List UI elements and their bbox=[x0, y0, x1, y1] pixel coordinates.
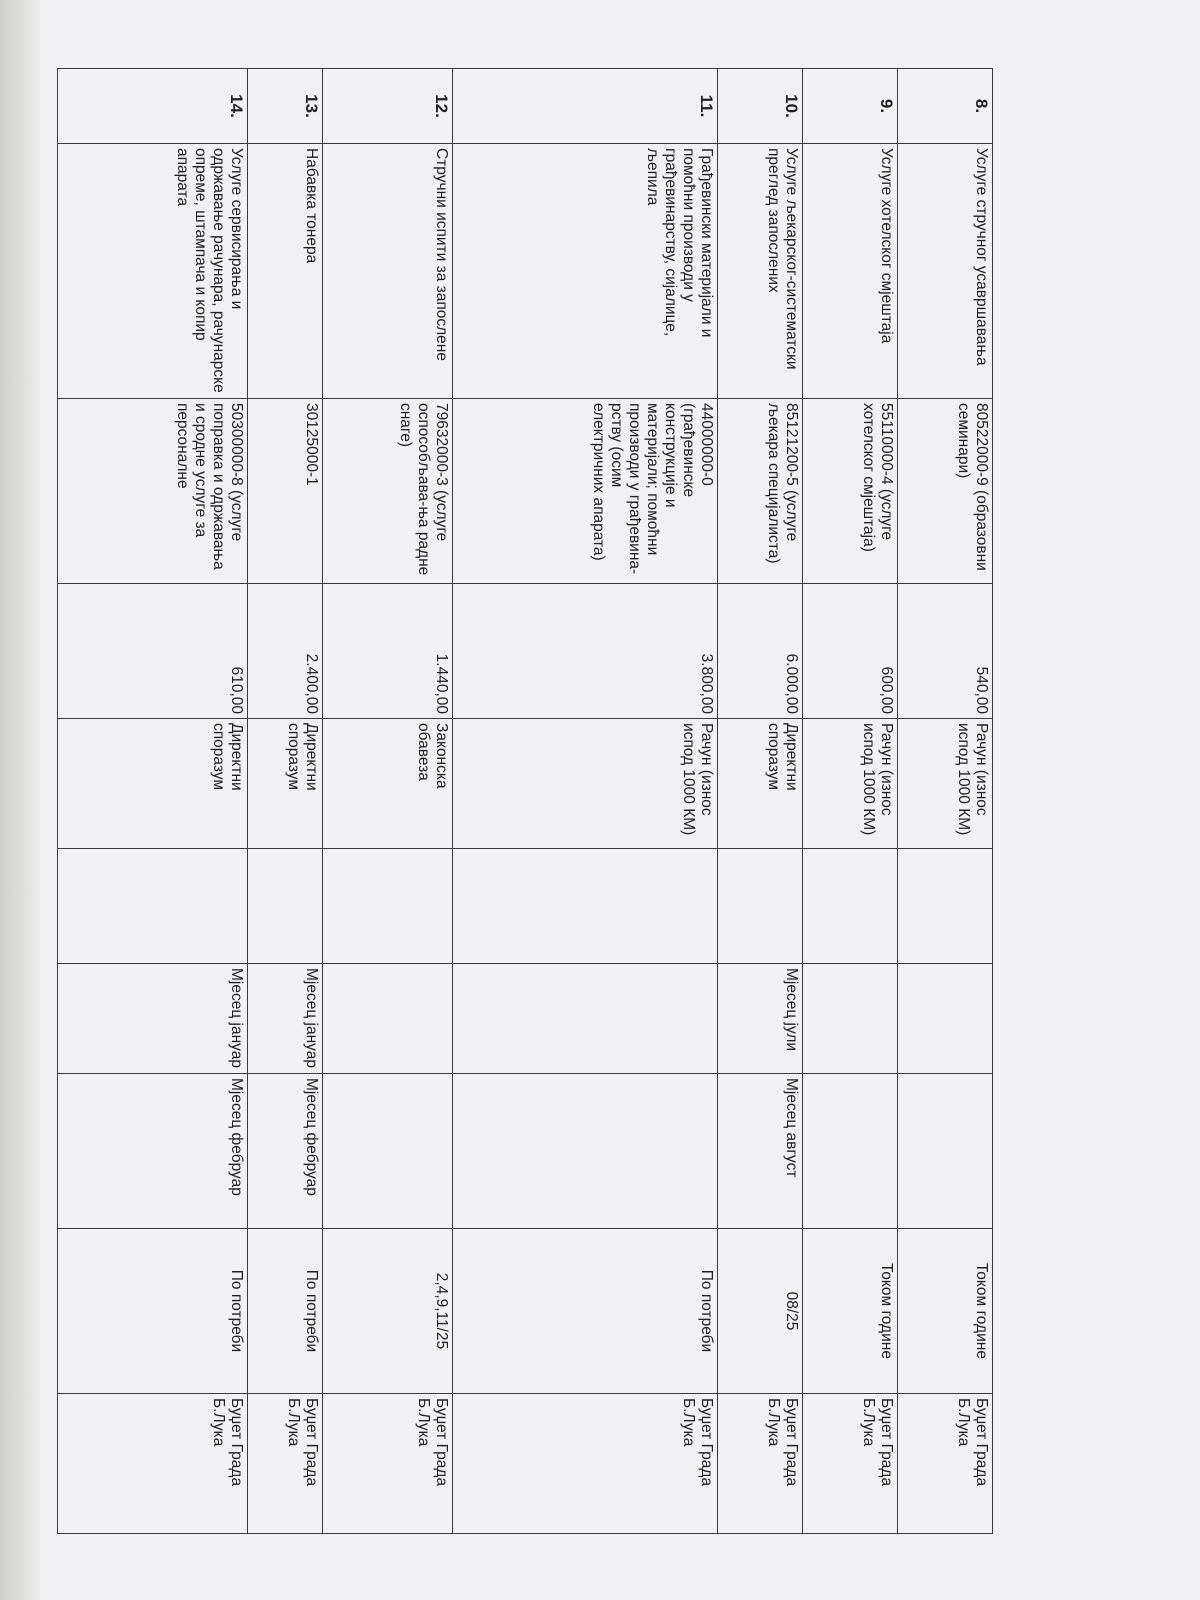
subject-cell: Услуге стручног усавршавања bbox=[897, 143, 993, 399]
start-month-cell bbox=[452, 963, 718, 1074]
cpv-code-cell: 85121200-5 (услуге љекара специјалиста) bbox=[717, 398, 803, 584]
start-month-cell: Мјесец јануар bbox=[247, 963, 323, 1074]
procedure-cell: Директни споразум bbox=[717, 718, 803, 849]
subject-cell: Грађевински материјали и помоћни произво… bbox=[452, 143, 718, 399]
rotated-document: 8. Услуге стручног усавршавања 80522000-9 … bbox=[57, 68, 993, 1534]
end-month-cell bbox=[897, 1073, 993, 1229]
timing-cell: Током године bbox=[802, 1228, 898, 1394]
table-row: 9. Услуге хотелског смјештаја 55110000-4 (… bbox=[802, 68, 898, 1534]
table-row: 14. Услуге сервисирања и одржавање рачуна… bbox=[57, 68, 248, 1534]
row-number: 12. bbox=[322, 68, 453, 144]
timing-cell: Током године bbox=[897, 1228, 993, 1394]
page-edge-shadow bbox=[0, 0, 40, 1600]
empty-cell bbox=[247, 848, 323, 964]
row-number: 14. bbox=[57, 68, 248, 144]
procurement-table: 8. Услуге стручног усавршавања 80522000-9 … bbox=[57, 68, 993, 1534]
value-cell: 6.000,00 bbox=[717, 583, 803, 719]
start-month-cell bbox=[802, 963, 898, 1074]
empty-cell bbox=[717, 848, 803, 964]
procedure-cell: Рачун (износ испод 1000 КМ) bbox=[452, 718, 718, 849]
empty-cell bbox=[802, 848, 898, 964]
subject-cell: Услуге хотелског смјештаја bbox=[802, 143, 898, 399]
start-month-cell: Мјесец јули bbox=[717, 963, 803, 1074]
value-cell: 540,00 bbox=[897, 583, 993, 719]
row-number: 9. bbox=[802, 68, 898, 144]
start-month-cell bbox=[322, 963, 453, 1074]
row-number: 10. bbox=[717, 68, 803, 144]
subject-cell: Услуге сервисирања и одржавање рачунара,… bbox=[57, 143, 248, 399]
table-row: 13. Набавка тонера 30125000-1 2.400,00 Дирек… bbox=[247, 68, 323, 1534]
procedure-cell: Рачун (износ испод 1000 КМ) bbox=[802, 718, 898, 849]
end-month-cell bbox=[322, 1073, 453, 1229]
subject-cell: Набавка тонера bbox=[247, 143, 323, 399]
cpv-code-cell: 50300000-8 (услуге поправка и одржавања … bbox=[57, 398, 248, 584]
funding-cell: Буџет Града Б.Лука bbox=[717, 1393, 803, 1534]
funding-cell: Буџет Града Б.Лука bbox=[897, 1393, 993, 1534]
value-cell: 610,00 bbox=[57, 583, 248, 719]
row-number: 11. bbox=[452, 68, 718, 144]
funding-cell: Буџет Града Б.Лука bbox=[802, 1393, 898, 1534]
cpv-code-cell: 30125000-1 bbox=[247, 398, 323, 584]
timing-cell: 2,4,9,11/25 bbox=[322, 1228, 453, 1394]
empty-cell bbox=[897, 848, 993, 964]
value-cell: 2.400,00 bbox=[247, 583, 323, 719]
cpv-code-cell: 79632000-3 (услуге оспособљава-ња радне … bbox=[322, 398, 453, 584]
funding-cell: Буџет Града Б.Лука bbox=[247, 1393, 323, 1534]
value-cell: 3.800,00 bbox=[452, 583, 718, 719]
cpv-code-cell: 55110000-4 (услуге хотелског смјештаја) bbox=[802, 398, 898, 584]
empty-cell bbox=[57, 848, 248, 964]
procedure-cell: Директни споразум bbox=[57, 718, 248, 849]
row-number: 13. bbox=[247, 68, 323, 144]
table-row: 8. Услуге стручног усавршавања 80522000-9 … bbox=[897, 68, 993, 1534]
end-month-cell: Мјесец фебруар bbox=[247, 1073, 323, 1229]
value-cell: 600,00 bbox=[802, 583, 898, 719]
table-row: 10. Услуге љекарског-систематски преглед … bbox=[717, 68, 803, 1534]
end-month-cell bbox=[452, 1073, 718, 1229]
timing-cell: По потреби bbox=[247, 1228, 323, 1394]
cpv-code-cell: 80522000-9 (образовни семинари) bbox=[897, 398, 993, 584]
paper-sheet bbox=[10, 0, 1200, 1600]
end-month-cell bbox=[802, 1073, 898, 1229]
value-cell: 1.440,00 bbox=[322, 583, 453, 719]
subject-cell: Стручни испити за запослене bbox=[322, 143, 453, 399]
table-row: 12. Стручни испити за запослене 79632000-3… bbox=[322, 68, 453, 1534]
cpv-code-cell: 44000000-0 (грађевинске конструкције и м… bbox=[452, 398, 718, 584]
funding-cell: Буџет Града Б.Лука bbox=[57, 1393, 248, 1534]
funding-cell: Буџет Града Б.Лука bbox=[322, 1393, 453, 1534]
empty-cell bbox=[322, 848, 453, 964]
subject-cell: Услуге љекарског-систематски преглед зап… bbox=[717, 143, 803, 399]
start-month-cell bbox=[897, 963, 993, 1074]
timing-cell: По потреби bbox=[57, 1228, 248, 1394]
table-row: 11. Грађевински материјали и помоћни прои… bbox=[452, 68, 718, 1534]
empty-cell bbox=[452, 848, 718, 964]
funding-cell: Буџет Града Б.Лука bbox=[452, 1393, 718, 1534]
end-month-cell: Мјесец фебруар bbox=[57, 1073, 248, 1229]
end-month-cell: Мјесец август bbox=[717, 1073, 803, 1229]
row-number: 8. bbox=[897, 68, 993, 144]
procedure-cell: Законска обавеза bbox=[322, 718, 453, 849]
procedure-cell: Рачун (износ испод 1000 КМ) bbox=[897, 718, 993, 849]
start-month-cell: Мјесец јануар bbox=[57, 963, 248, 1074]
timing-cell: По потреби bbox=[452, 1228, 718, 1394]
procedure-cell: Директни споразум bbox=[247, 718, 323, 849]
timing-cell: 08/25 bbox=[717, 1228, 803, 1394]
